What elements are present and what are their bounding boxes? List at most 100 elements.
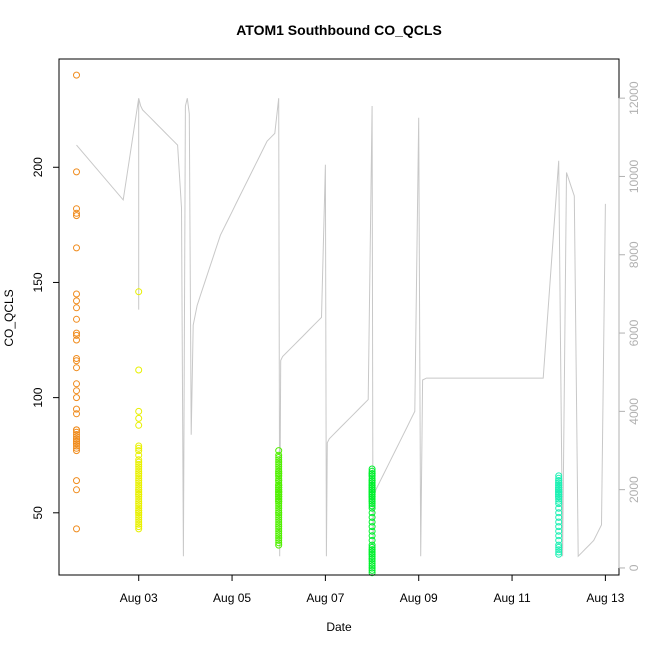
series-2016-08-08	[368, 465, 376, 577]
data-point	[275, 536, 283, 544]
data-point	[275, 458, 283, 466]
data-point	[275, 534, 283, 542]
data-point	[368, 560, 376, 567]
series-2016-08-03	[135, 288, 143, 533]
data-point	[73, 442, 80, 450]
data-point	[368, 486, 376, 494]
altitude-trace	[76, 98, 606, 558]
data-point	[555, 518, 563, 526]
y2-tick-label: 8000	[627, 241, 641, 268]
data-point	[275, 541, 283, 549]
data-point	[73, 297, 80, 305]
data-point	[555, 546, 563, 554]
data-point	[73, 315, 80, 323]
chart-title: ATOM1 Southbound CO_QCLS	[236, 22, 442, 38]
data-point	[275, 509, 283, 517]
data-point	[135, 407, 143, 415]
data-point	[73, 405, 80, 413]
data-point	[275, 532, 283, 540]
data-point	[368, 484, 376, 491]
data-point	[275, 518, 283, 526]
x-tick-label: Aug 07	[306, 591, 344, 605]
data-point	[275, 516, 283, 524]
data-point	[555, 488, 563, 496]
data-point	[555, 548, 563, 556]
data-point	[135, 495, 143, 503]
data-point	[555, 495, 563, 503]
data-point	[368, 543, 376, 551]
data-point	[368, 481, 376, 489]
data-point	[135, 509, 143, 517]
data-point	[555, 532, 563, 540]
data-point	[368, 479, 376, 487]
data-point	[135, 516, 143, 524]
data-point	[73, 329, 80, 337]
x-tick-label: Aug 11	[493, 591, 530, 605]
data-point	[135, 490, 143, 498]
data-point	[135, 525, 143, 533]
data-point	[275, 481, 283, 489]
x-tick-label: Aug 03	[120, 591, 158, 605]
data-point	[275, 520, 283, 528]
data-point	[135, 486, 143, 494]
data-point	[368, 488, 376, 496]
data-point	[275, 479, 283, 487]
data-point	[135, 504, 143, 512]
y-tick-label: 150	[31, 272, 45, 292]
y-axis-left: 50 100 150 200	[31, 157, 60, 520]
data-point	[275, 493, 283, 501]
data-point	[275, 488, 283, 496]
data-point	[275, 523, 283, 531]
y2-tick-label: 2000	[627, 476, 641, 503]
y-axis-label: CO_QCLS	[2, 289, 16, 346]
data-point	[135, 500, 143, 508]
data-point	[555, 486, 563, 494]
data-point	[135, 488, 143, 496]
data-point	[275, 502, 283, 510]
data-point	[368, 472, 376, 480]
data-point	[275, 467, 283, 475]
data-point	[73, 357, 80, 365]
data-point	[135, 502, 143, 510]
data-point	[368, 562, 376, 570]
data-point	[135, 477, 143, 485]
data-point	[368, 495, 376, 503]
data-point	[368, 509, 376, 517]
data-point	[555, 490, 563, 498]
data-point	[368, 497, 376, 505]
points-layer	[73, 71, 563, 577]
data-point	[275, 525, 283, 533]
data-point	[368, 474, 376, 482]
data-point	[275, 447, 283, 455]
data-point	[135, 472, 143, 480]
altitude-trace-layer	[76, 98, 606, 558]
data-point	[555, 497, 563, 505]
data-point	[135, 366, 143, 374]
data-point	[73, 331, 80, 339]
data-point	[275, 451, 283, 459]
data-point	[73, 437, 80, 445]
data-point	[135, 444, 143, 452]
data-point	[73, 428, 80, 436]
x-axis: Aug 03 Aug 05 Aug 07 Aug 09 Aug 11 Aug 13	[120, 574, 625, 605]
data-point	[368, 504, 376, 512]
data-point	[555, 509, 563, 517]
data-point	[368, 467, 376, 475]
x-tick-label: Aug 13	[586, 591, 624, 605]
data-point	[555, 500, 563, 508]
series-2016-08-12	[555, 472, 563, 558]
y-tick-label: 50	[31, 506, 45, 520]
data-point	[368, 493, 376, 501]
data-point	[73, 433, 80, 441]
data-point	[73, 244, 80, 252]
data-point	[135, 481, 143, 489]
y-tick-label: 200	[31, 157, 45, 177]
data-point	[368, 569, 376, 577]
data-point	[275, 477, 283, 485]
data-point	[135, 458, 143, 466]
data-point	[135, 421, 143, 429]
data-point	[275, 507, 283, 514]
data-point	[368, 546, 376, 554]
y2-tick-label: 4000	[627, 398, 641, 425]
